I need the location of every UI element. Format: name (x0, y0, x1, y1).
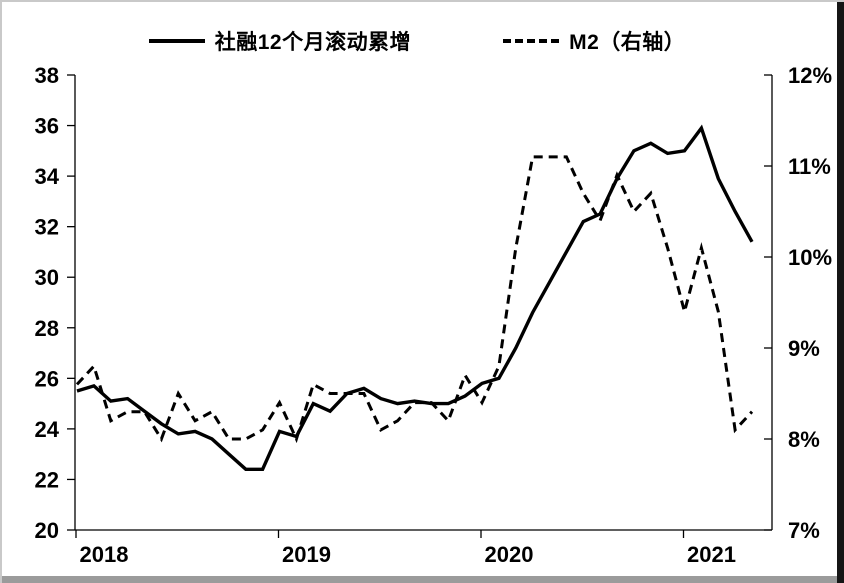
y-left-tick-label: 24 (35, 417, 60, 442)
y-right-tick-label: 7% (788, 518, 820, 543)
right-border-bar (837, 2, 844, 583)
legend-solid-line-icon (148, 39, 205, 43)
legend-item-sherong: 社融12个月滚动累增 (148, 26, 412, 56)
series-line-m2 (75, 155, 754, 444)
y-left-tick-label: 30 (35, 265, 59, 290)
x-year-tick-label: 2018 (80, 542, 129, 567)
y-right-tick-label: 12% (788, 63, 832, 88)
y-right-tick-label: 8% (788, 427, 820, 452)
y-right-tick-label: 10% (788, 245, 832, 270)
legend-label-sherong: 社融12个月滚动累增 (214, 31, 412, 54)
legend-label-m2: M2（右轴） (569, 31, 686, 54)
x-year-tick-label: 2021 (687, 542, 736, 567)
x-year-tick-label: 2019 (282, 542, 331, 567)
y-left-tick-label: 22 (35, 467, 59, 492)
series-line-sherong (76, 124, 754, 471)
y-left-tick-label: 28 (35, 316, 59, 341)
y-left-tick-label: 36 (35, 114, 59, 139)
y-left-tick-label: 26 (35, 366, 59, 391)
y-left-tick-label: 38 (35, 63, 59, 88)
legend-dashed-line-icon (503, 39, 560, 43)
y-left-tick-label: 34 (35, 164, 60, 189)
legend: 社融12个月滚动累增 M2（右轴） (2, 24, 832, 58)
legend-item-m2: M2（右轴） (503, 26, 685, 56)
y-left-tick-label: 32 (35, 215, 59, 240)
y-right-tick-label: 9% (788, 336, 820, 361)
bottom-border-bar (2, 576, 839, 583)
y-right-tick-label: 11% (788, 154, 831, 179)
y-left-tick-label: 20 (35, 518, 59, 543)
x-year-tick-label: 2020 (485, 542, 534, 567)
